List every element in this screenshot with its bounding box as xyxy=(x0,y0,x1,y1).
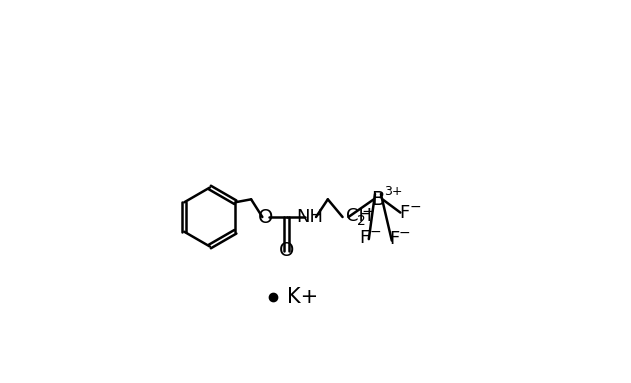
Text: 3+: 3+ xyxy=(384,185,403,198)
Text: −: − xyxy=(369,225,381,239)
Text: −: − xyxy=(362,204,374,219)
Text: −: − xyxy=(399,226,411,240)
Text: O: O xyxy=(258,208,274,226)
Text: F: F xyxy=(360,229,370,247)
Text: CH: CH xyxy=(346,206,372,224)
Text: −: − xyxy=(410,200,421,214)
Text: O: O xyxy=(279,241,294,260)
Text: F: F xyxy=(399,204,410,222)
Text: F: F xyxy=(389,230,399,248)
Text: 2: 2 xyxy=(357,214,365,228)
Text: B: B xyxy=(371,190,385,209)
Text: K+: K+ xyxy=(286,286,318,307)
Text: NH: NH xyxy=(297,208,324,226)
